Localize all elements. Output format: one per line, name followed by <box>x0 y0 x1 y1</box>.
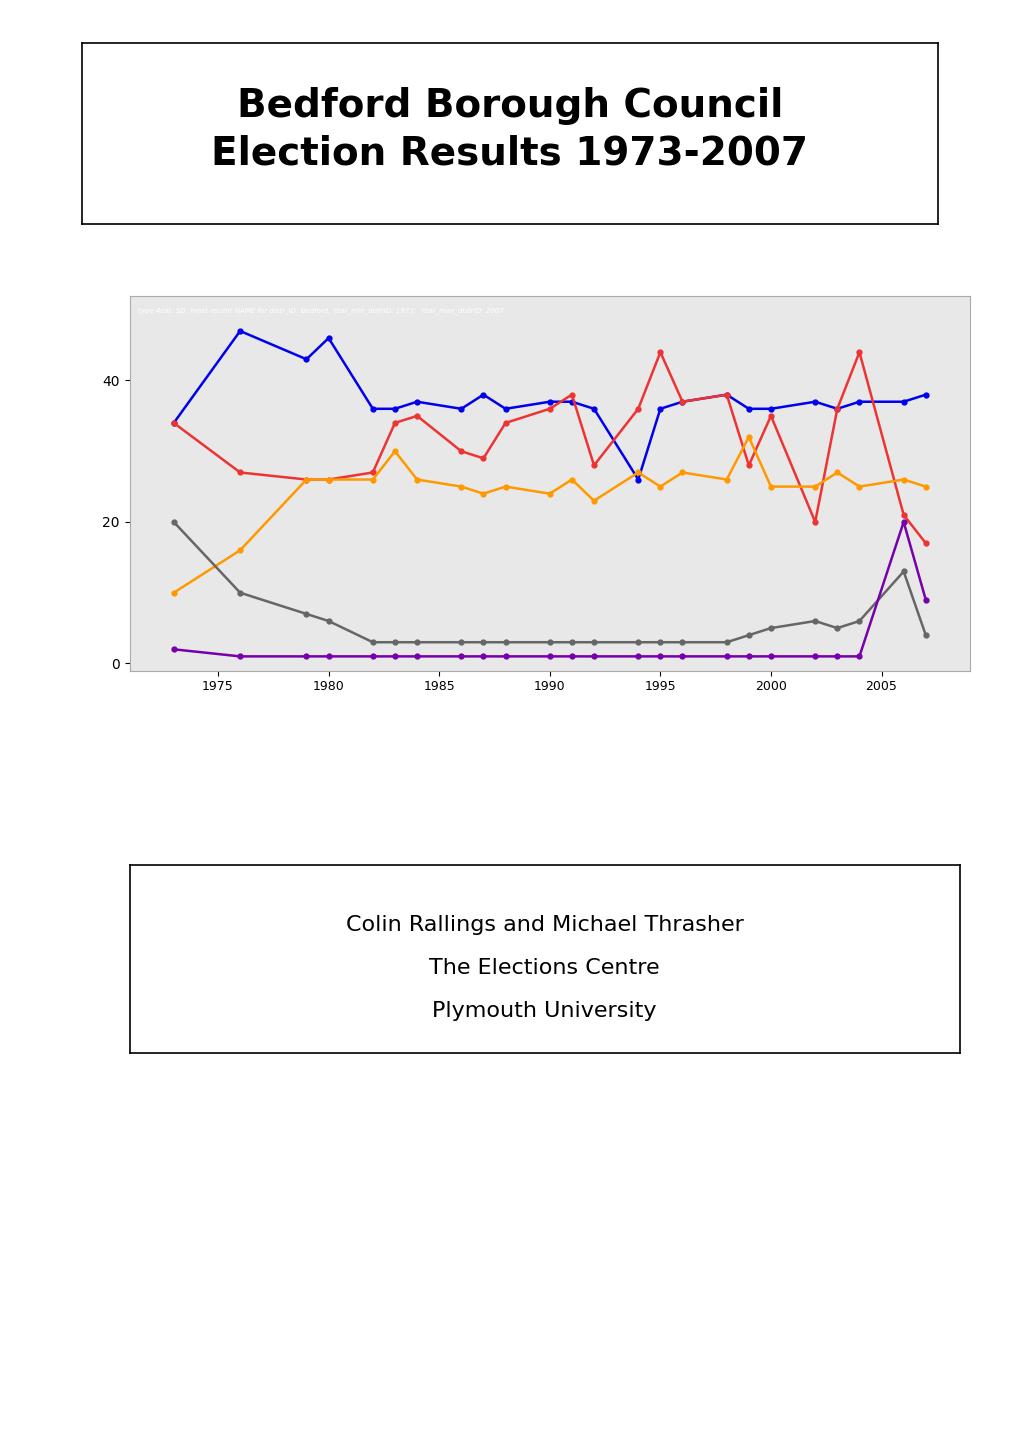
Text: Plymouth University: Plymouth University <box>432 1001 656 1021</box>
Text: type 4cat: SD, most recent NAME for distr_ID: Bedford, Year_min_distrID: 1973;  : type 4cat: SD, most recent NAME for dist… <box>138 307 503 314</box>
Text: The Elections Centre: The Elections Centre <box>429 959 659 978</box>
Text: Colin Rallings and Michael Thrasher: Colin Rallings and Michael Thrasher <box>345 916 743 936</box>
Text: Bedford Borough Council
Election Results 1973-2007: Bedford Borough Council Election Results… <box>211 88 808 172</box>
